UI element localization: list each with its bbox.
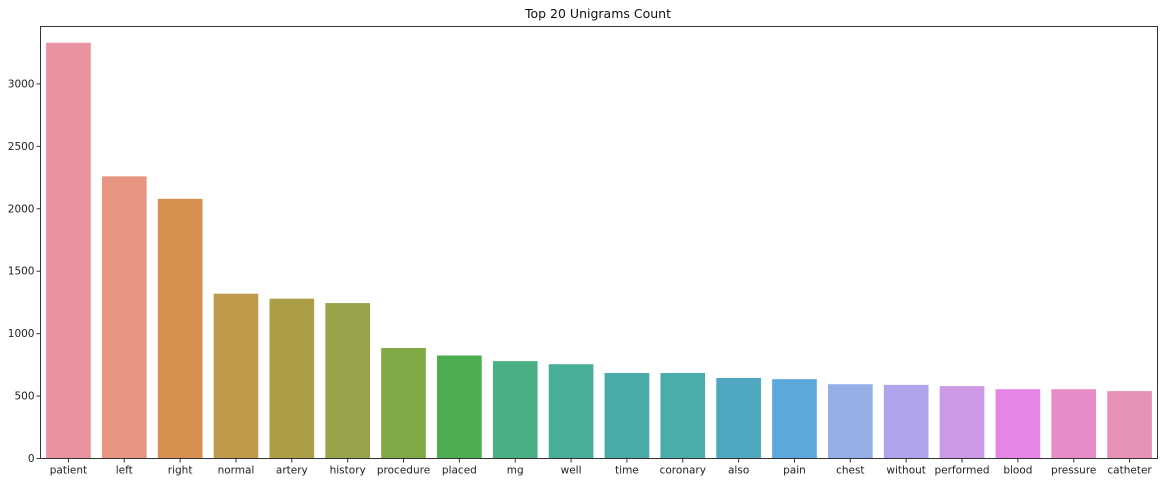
y-axis: 0 500 1000 1500 2000 2500 3000 — [8, 78, 41, 465]
bar-patient — [46, 42, 91, 459]
x-tick-label: also — [728, 465, 749, 477]
chart-title: Top 20 Unigrams Count — [524, 6, 671, 21]
y-tick-label: 3000 — [8, 78, 35, 90]
x-tick-label: blood — [1003, 465, 1032, 477]
y-tick-label: 2500 — [8, 141, 35, 153]
bar-artery — [269, 298, 315, 459]
y-tick-label: 1000 — [8, 328, 35, 340]
plot-frame — [40, 26, 1158, 459]
x-tick-label: mg — [507, 465, 524, 477]
x-tick-label: well — [561, 465, 582, 477]
bar-normal — [213, 293, 259, 459]
x-tick-label: pain — [783, 465, 806, 477]
bar-well — [548, 364, 594, 459]
x-tick-label: without — [886, 465, 925, 477]
bar-history — [325, 303, 371, 459]
bar-catheter — [1107, 391, 1152, 459]
bar-placed — [437, 355, 482, 459]
bar-pressure — [1051, 389, 1097, 459]
x-tick-label: normal — [218, 465, 255, 477]
bar-left — [101, 176, 147, 459]
bars — [46, 42, 1152, 459]
x-tick-label: catheter — [1107, 465, 1152, 477]
x-tick-label: chest — [836, 465, 864, 477]
y-tick-label: 0 — [28, 453, 35, 465]
x-tick-label: time — [615, 465, 639, 477]
x-tick-label: left — [116, 465, 133, 477]
x-tick-label: pressure — [1051, 465, 1096, 477]
bar-without — [883, 384, 929, 459]
bar-also — [716, 377, 761, 459]
x-tick-label: coronary — [660, 465, 706, 477]
x-tick-label: performed — [934, 465, 989, 477]
x-tick-label: placed — [442, 465, 477, 477]
y-tick-label: 500 — [14, 391, 34, 403]
bar-chest — [827, 384, 873, 459]
x-axis: patient left right normal artery history proce… — [50, 458, 1152, 477]
bar-mg — [492, 361, 538, 459]
bar-procedure — [381, 348, 426, 459]
bar-right — [157, 198, 203, 459]
x-tick-label: history — [330, 465, 366, 477]
x-tick-label: procedure — [377, 465, 430, 477]
x-tick-label: right — [168, 465, 193, 477]
y-tick-label: 2000 — [8, 203, 35, 215]
bar-coronary — [660, 372, 706, 459]
x-tick-label: patient — [50, 465, 87, 477]
bar-time — [604, 372, 650, 459]
bar-pain — [772, 379, 817, 459]
y-tick-label: 1500 — [8, 266, 35, 278]
bar-performed — [939, 386, 985, 459]
bar-blood — [995, 389, 1041, 459]
x-tick-label: artery — [276, 465, 308, 477]
